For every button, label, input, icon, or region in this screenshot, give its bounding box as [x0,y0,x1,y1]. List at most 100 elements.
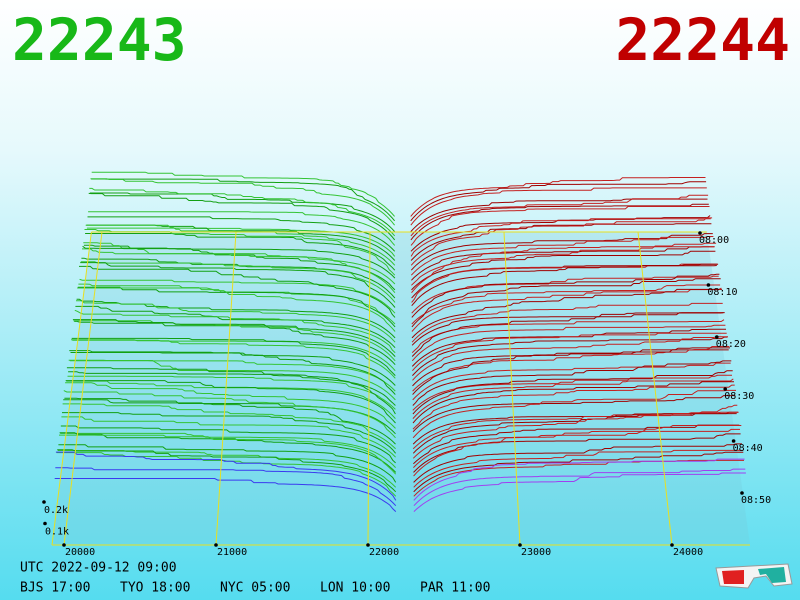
bid-depth-line [91,178,395,222]
grid-line [637,231,673,546]
bid-depth-line [76,300,396,343]
grid-line [367,231,371,546]
bid-depth-line [59,434,397,475]
ask-depth-line [412,336,728,381]
bid-depth-line [65,382,396,429]
bid-depth-line [74,320,396,357]
ask-depth-line [412,389,736,439]
ask-depth-line [411,288,723,339]
ask-depth-line [413,472,746,512]
bid-depth-line [82,248,396,294]
time-tick-label: 08:30 [724,391,754,402]
bid-depth-line [83,242,396,285]
x-tick-mark [670,543,674,547]
ask-depth-line [413,424,740,465]
time-tick-label: 08:50 [741,495,771,506]
ask-depth-line [413,428,740,468]
ask-depth-line [413,449,743,488]
bid-depth-line [89,192,395,232]
ask-depth-line [413,451,744,493]
ask-depth-line [413,468,746,507]
x-tick-label: 22000 [369,547,399,558]
bid-depth-line [91,171,395,217]
bid-depth-line [74,309,396,354]
ask-depth-line [413,459,744,497]
zone-time: LON 10:00 [320,581,390,596]
bid-depth-line [71,339,396,379]
grid-line [503,231,521,546]
bid-depth-line [62,403,396,450]
bid-depth-line [75,305,396,349]
ask-depth-line [410,206,710,246]
bid-depth-line [88,211,396,246]
zone-time: NYC 05:00 [220,581,290,596]
time-tick-label: 08:40 [733,443,763,454]
ask-depth-line [412,336,728,376]
bid-depth-line [82,245,396,291]
ask-depth-line [412,395,736,433]
grid-line [215,231,237,546]
ask-depth-line [411,278,721,328]
bid-depth-line [79,278,396,314]
bid-depth-line [62,412,396,454]
utc-time: UTC 2022-09-12 09:00 [20,561,177,576]
ask-depth-line [411,319,725,354]
bid-depth-line [80,262,396,308]
grid-line [63,231,103,546]
ask-depth-line [412,381,734,424]
ask-depth-line [411,324,726,362]
bid-depth-line [79,265,396,318]
ask-depth-line [411,273,720,318]
ask-depth-line [412,346,730,392]
3d-glasses-icon [715,563,793,589]
bid-depth-line [77,287,396,332]
plot: 20000 21000 22000 23000 24000 0.1k 0.2k 08:00 08… [42,171,771,558]
bid-depth-line [55,467,397,507]
bid-depth-line [90,178,395,226]
ask-price: 22244 [615,6,790,74]
y-tick-label: 0.2k [44,505,68,516]
floor-edge [51,231,92,546]
time-tick-label: 08:00 [699,235,729,246]
ask-depth-line [413,458,745,501]
bid-depth-line [54,478,397,512]
ask-depth-line [411,312,725,357]
time-tick-mark [698,231,702,235]
ask-depth-line [410,203,709,241]
ask-depth-line [411,263,719,307]
bid-depth-line [69,350,396,395]
time-tick-mark [715,335,719,339]
ask-depth-line [411,246,715,281]
bid-depth-line [73,320,396,362]
bid-depth-line [63,390,396,439]
bid-depth-line [77,286,396,328]
time-tick-mark [731,439,736,443]
ask-depth-line [410,236,714,276]
ask-depth-line [413,443,742,483]
ask-depth-line [412,404,738,450]
ask-depth-line [410,187,707,226]
ask-depth-line [411,302,723,343]
time-tick-label: 08:10 [707,287,737,298]
ask-depth-line [412,374,732,411]
ask-depth-line [411,246,715,286]
ask-depth-line [410,223,712,261]
time-tick-mark [740,491,744,495]
x-tick-label: 21000 [217,547,247,558]
bid-depth-line [67,375,396,410]
bid-depth-line [60,432,396,468]
x-tick-mark [214,543,218,547]
x-tick-mark [518,543,522,547]
ask-depth-line [410,217,713,266]
ask-depth-line [412,347,730,395]
bid-depth-line [57,449,397,493]
time-tick-mark [706,283,711,287]
ask-depth-line [412,362,731,401]
ask-depth-line [410,233,713,271]
bid-depth-line [68,371,396,406]
ask-depth-line [410,181,707,222]
ask-depth-line [411,250,716,291]
bid-depth-line [72,319,396,366]
x-tick-mark [62,543,66,547]
